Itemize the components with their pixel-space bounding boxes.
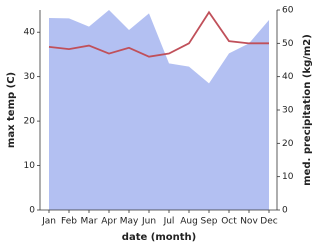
x-tick-label: Nov	[240, 217, 258, 227]
x-tick-label: Mar	[81, 217, 98, 227]
x-tick-label: Aug	[180, 217, 198, 227]
x-tick-label: Apr	[101, 217, 117, 227]
y2-axis-title: med. precipitation (kg/m2)	[302, 34, 313, 186]
x-tick-label: May	[120, 217, 139, 227]
x-tick-label: Feb	[61, 217, 77, 227]
y-tick-label: 20	[24, 117, 36, 127]
x-tick-label: Oct	[221, 217, 237, 227]
y2-tick-label: 0	[282, 206, 288, 216]
x-axis-title: date (month)	[122, 232, 196, 243]
y2-tick-label: 20	[282, 139, 294, 149]
y-tick-label: 10	[24, 161, 36, 171]
temp-line	[48, 10, 269, 58]
y-tick-label: 0	[29, 206, 35, 216]
y-tick-label: 40	[24, 28, 36, 38]
y-axis-title: max temp (C)	[6, 72, 17, 148]
y2-tick-label: 40	[282, 72, 294, 82]
x-tick-label: Sep	[201, 217, 218, 227]
y2-tick-label: 30	[282, 106, 294, 116]
y2-tick-label: 50	[282, 39, 294, 49]
y2-tick-label: 60	[282, 6, 294, 16]
y2-tick-label: 10	[282, 172, 294, 182]
precipitation-area	[49, 10, 269, 210]
x-tick-label: Jun	[141, 217, 156, 227]
x-tick-label: Dec	[260, 217, 277, 227]
y-tick-label: 30	[24, 72, 36, 82]
x-tick-label: Jan	[41, 217, 56, 227]
x-tick-label: Jul	[163, 217, 175, 227]
